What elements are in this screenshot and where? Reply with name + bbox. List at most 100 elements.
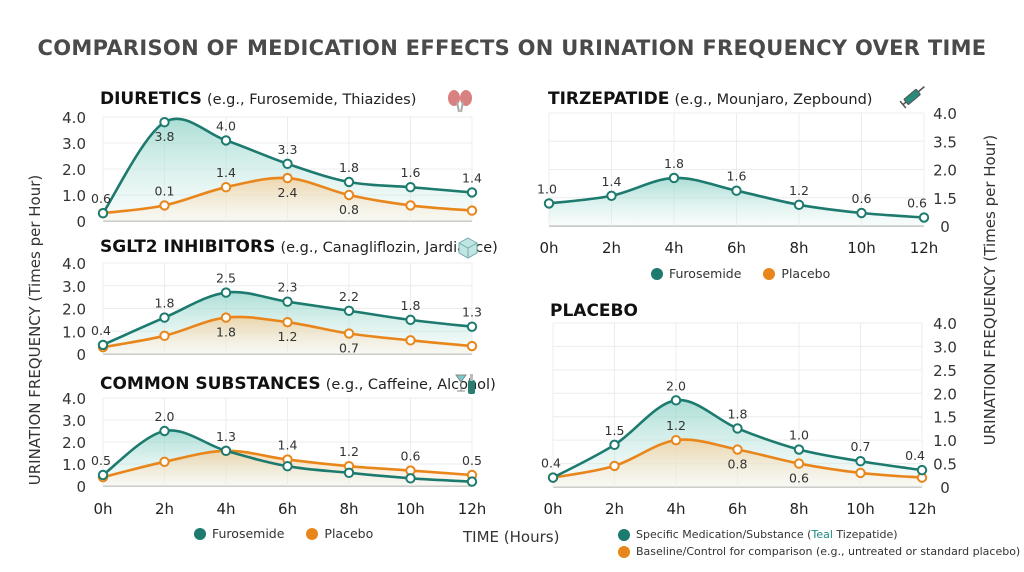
x-tick-label: 8h (789, 239, 808, 257)
data-point-orange (732, 444, 743, 455)
legend-item-teal: Furosemide (651, 266, 741, 281)
y-tick-label: 2.0 (62, 161, 86, 179)
data-label: 0.5 (462, 453, 482, 468)
data-point-teal (159, 425, 170, 437)
data-label: 0.4 (541, 456, 561, 471)
x-tick-label: 10h (396, 500, 425, 518)
data-point-teal (97, 208, 109, 219)
data-label: 2.2 (339, 289, 359, 304)
data-point-orange (220, 182, 232, 193)
data-label: 1.4 (216, 165, 236, 180)
panel-subtitle: (e.g., Caffeine, Alcohol) (325, 377, 496, 393)
data-point-teal (343, 467, 355, 478)
area-fill-teal (549, 177, 924, 226)
panel-3: 0 1.5 2.0 3.5 4.0 0h 2h 4h 6h 8h 10h 12h 1.0 1.4 1.8 1.… (537, 105, 957, 257)
data-point-teal (343, 305, 355, 316)
data-point-teal (466, 321, 478, 332)
data-label: 1.6 (727, 169, 747, 184)
panel-title-common: COMMON SUBSTANCES (e.g., Caffeine, Alcoh… (100, 374, 496, 394)
orange-dot-icon (763, 267, 776, 280)
panel-title-text: PLACEBO (550, 301, 638, 321)
data-label: 0.6 (401, 449, 421, 464)
x-tick-label: 12h (910, 239, 939, 257)
data-point-teal (732, 423, 743, 434)
y-tick-label: 2.0 (933, 385, 957, 403)
legend-label: Furosemide (669, 266, 742, 281)
y-tick-label: 1.5 (933, 409, 957, 427)
x-tick-label: 2h (155, 500, 174, 518)
y-tick-label: 3.0 (933, 338, 957, 356)
data-label: 1.5 (605, 423, 625, 438)
y-tick-label: 1.0 (933, 432, 957, 450)
data-point-orange (343, 328, 355, 339)
teal-dot-icon (618, 528, 630, 541)
x-tick-label: 6h (728, 500, 747, 518)
data-label: 0.4 (905, 448, 925, 463)
orange-dot-icon (306, 527, 319, 540)
data-label: 0.8 (339, 202, 359, 217)
legend-label: Placebo (781, 266, 831, 281)
data-point-orange (466, 205, 478, 216)
data-point-teal (405, 314, 416, 326)
legend-top-right: Furosemide Placebo (651, 266, 830, 281)
data-point-teal (543, 198, 555, 209)
data-point-teal (606, 190, 617, 201)
y-tick-label: 4.0 (62, 390, 86, 408)
panel-title-sglt2: SGLT2 INHIBITORS (e.g., Canagliflozin, J… (100, 237, 498, 257)
panel-title-text: COMMON SUBSTANCES (100, 374, 321, 394)
legend-text: Tizepatide) (832, 528, 898, 541)
x-tick-label: 8h (789, 500, 808, 518)
data-point-orange (405, 200, 416, 211)
data-point-teal (668, 172, 680, 184)
legend-item-orange: Placebo (763, 266, 830, 281)
legend-label: Placebo (324, 526, 374, 541)
kidney-icon (448, 90, 472, 113)
data-label: 1.8 (728, 406, 748, 421)
data-point-orange (282, 316, 293, 328)
data-point-teal (793, 199, 805, 211)
data-label: 1.2 (789, 183, 809, 198)
data-point-teal (159, 117, 170, 128)
data-point-teal (547, 472, 559, 483)
legend-label: Specific Medication/Substance (Teal Tize… (636, 526, 898, 543)
panel-title-tirzepatide: TIRZEPATIDE (e.g., Mounjaro, Zepbound) (548, 89, 872, 109)
y-tick-label: 3.5 (933, 133, 957, 151)
legend-item-orange: Placebo (306, 526, 373, 541)
data-point-teal (405, 182, 416, 193)
cube-icon (458, 237, 478, 259)
data-label: 2.3 (278, 280, 298, 295)
x-tick-label: 12h (908, 500, 937, 518)
chart-title: COMPARISON OF MEDICATION EFFECTS ON URIN… (37, 36, 987, 60)
data-point-teal (220, 287, 232, 298)
x-tick-label: 4h (666, 500, 685, 518)
y-tick-label: 0 (76, 346, 86, 364)
data-label: 0.5 (91, 453, 111, 468)
data-label: 1.8 (664, 156, 684, 171)
area-fill-orange (553, 439, 922, 487)
data-point-teal (793, 444, 805, 455)
panel-2: 0 1.0 2.0 3.0 4.0 0h 2h 4h 6h 8h 10h 12h 0.5 2.0 1.3 1.… (62, 390, 486, 518)
data-point-teal (856, 207, 867, 219)
data-point-orange (282, 172, 293, 184)
data-point-orange (159, 330, 170, 341)
data-label: 1.3 (216, 429, 236, 444)
panel-0: 0 1.0 2.0 3.0 4.0 0.6 3.8 4.0 3.3 1.8 1.6 1.4 0.1 1.4… (62, 109, 482, 231)
data-label: 3.3 (278, 142, 298, 157)
data-label: 0.4 (91, 323, 111, 338)
y-tick-label: 2.5 (933, 362, 957, 380)
data-label: 2.5 (216, 271, 236, 286)
data-label: 1.2 (666, 418, 686, 433)
y-tick-label: 1.0 (62, 456, 86, 474)
data-label: 0.8 (728, 457, 748, 472)
data-point-teal (670, 395, 682, 406)
data-point-teal (97, 469, 109, 481)
area-fill-orange (103, 177, 472, 221)
y-tick-label: 2.0 (62, 434, 86, 452)
data-point-orange (466, 340, 478, 352)
legend-bottom-right: Specific Medication/Substance (Teal Tize… (618, 526, 1020, 560)
y-tick-label: 1.0 (62, 323, 86, 341)
data-point-teal (466, 476, 478, 487)
legend-label: Baseline/Control for comparison (e.g., u… (636, 545, 1021, 558)
data-label: 1.0 (537, 181, 557, 196)
data-label: 1.6 (401, 165, 421, 180)
